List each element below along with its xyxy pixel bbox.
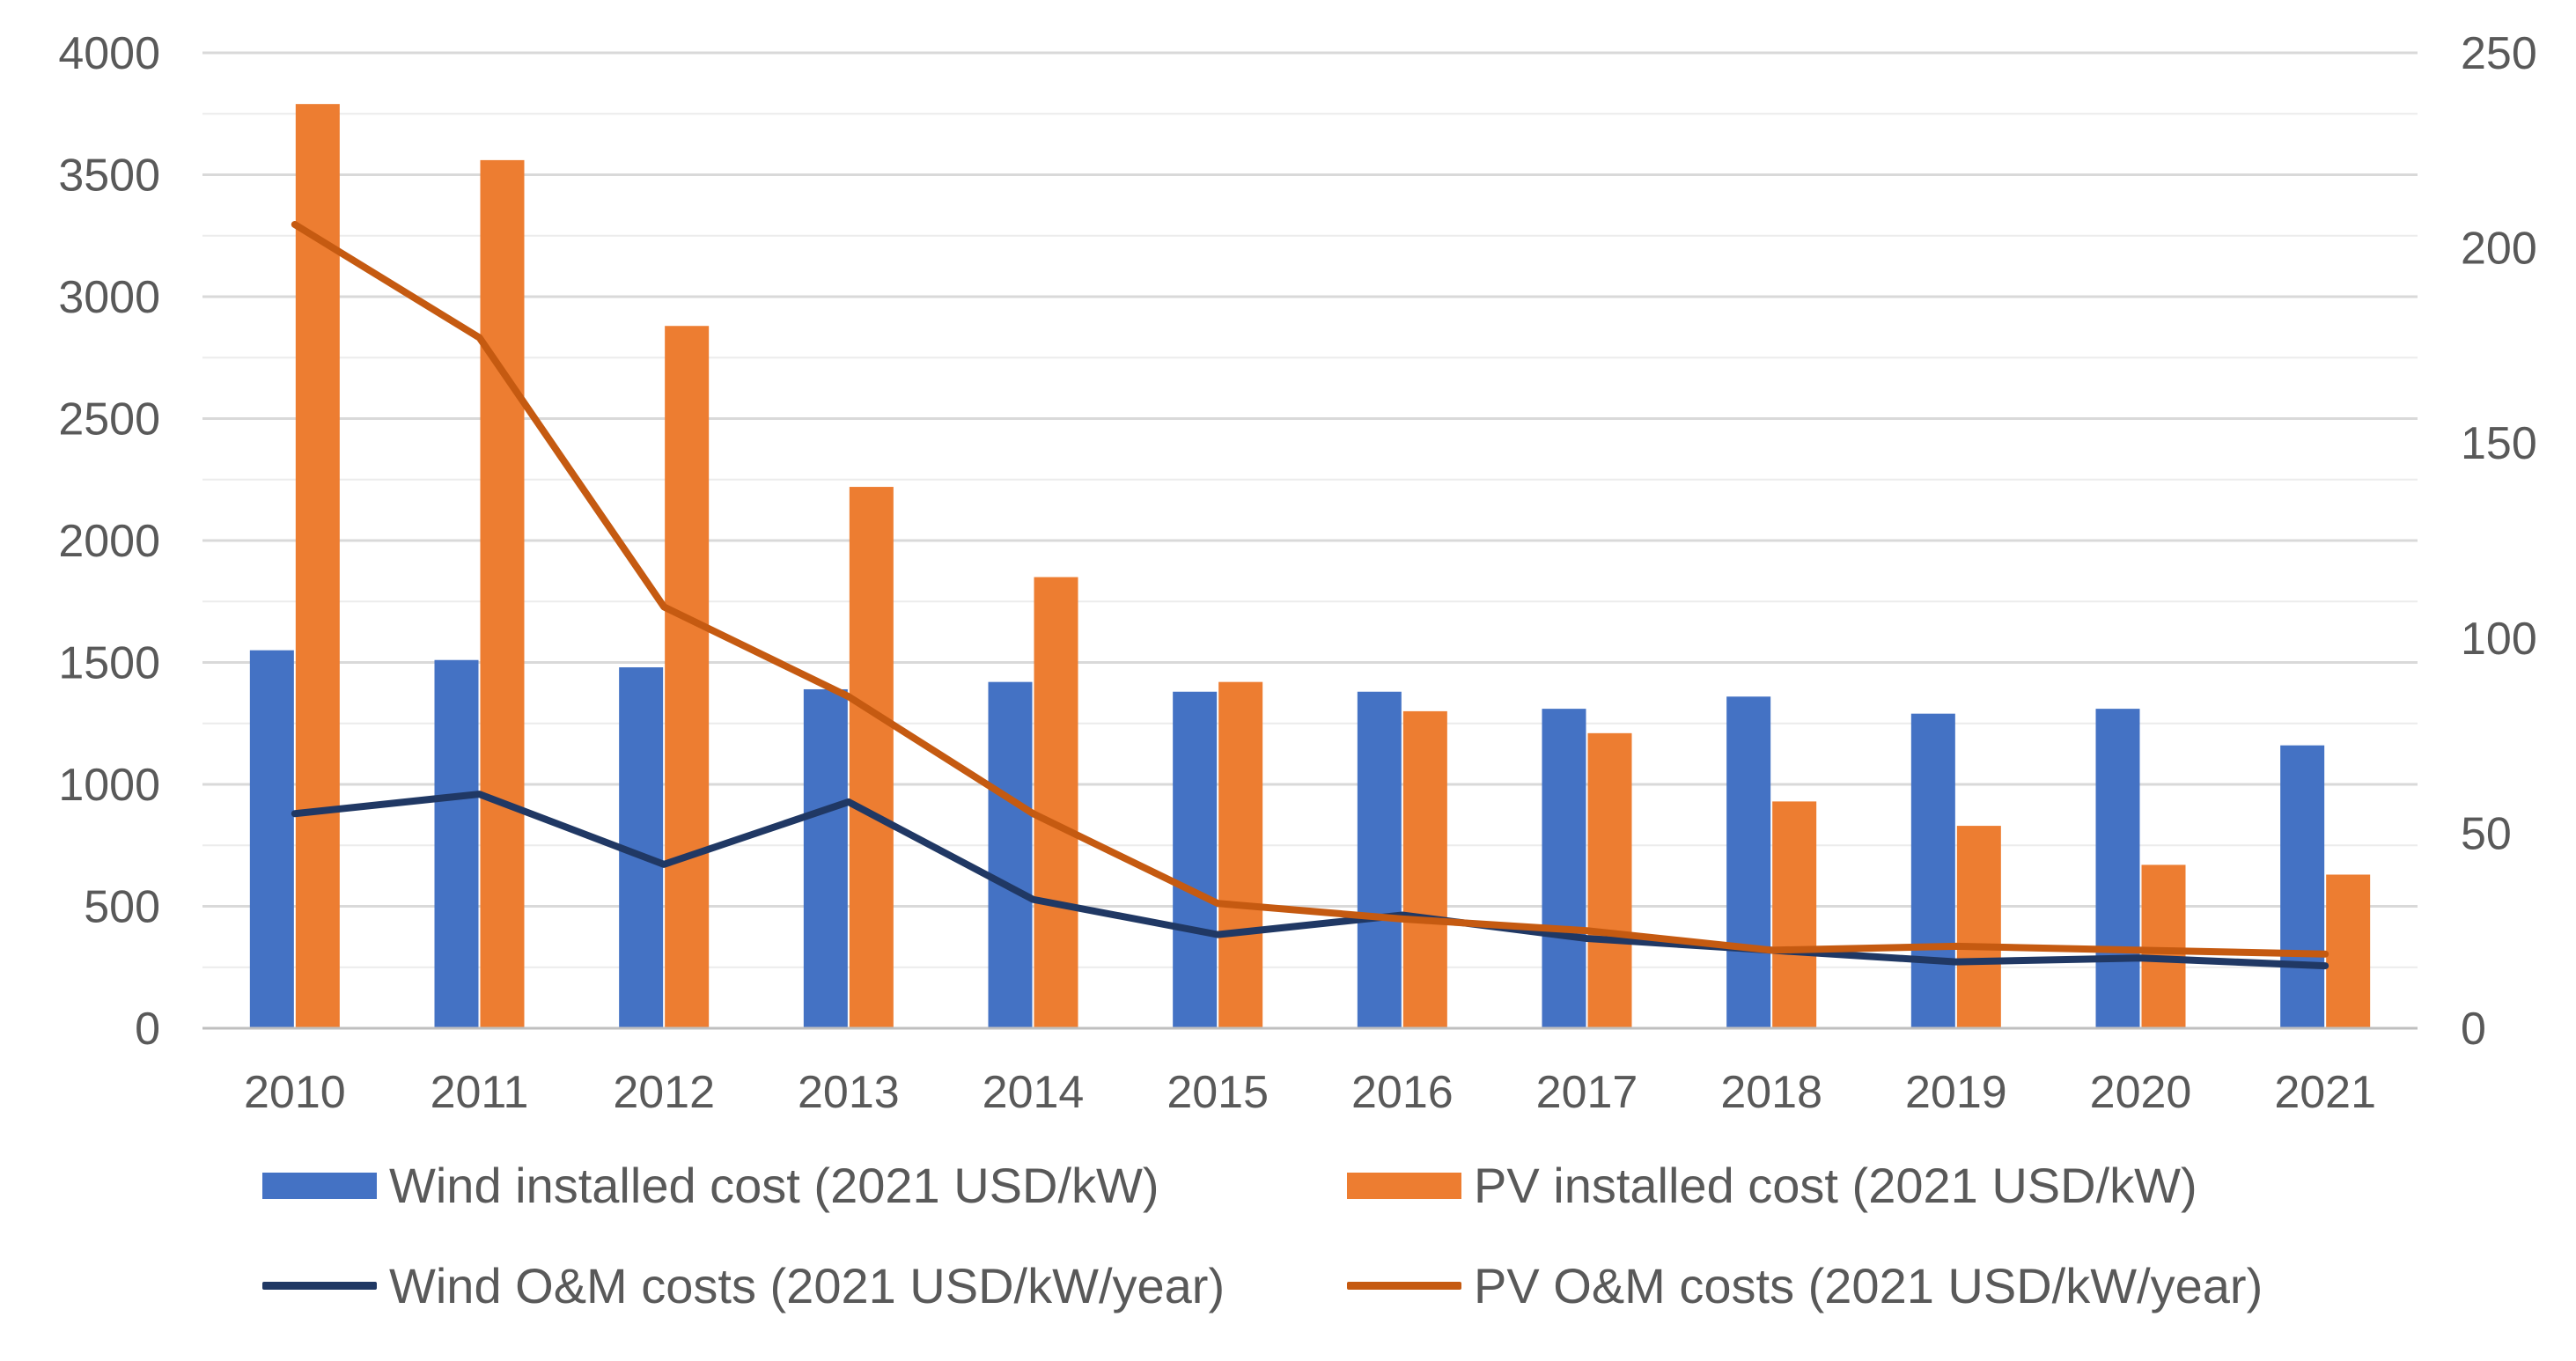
- x-tick-label-2010: 2010: [244, 1067, 346, 1118]
- y-left-tick-label: 3000: [58, 272, 160, 323]
- bar-wind-installed-2016: [1357, 691, 1402, 1028]
- y-left-tick-label: 1500: [58, 638, 160, 689]
- lines: [291, 221, 2329, 970]
- x-tick-label-2013: 2013: [798, 1067, 900, 1118]
- x-tick-label-2021: 2021: [2274, 1067, 2376, 1118]
- bar-pv-installed-2011: [480, 159, 525, 1028]
- x-tick-label-2016: 2016: [1351, 1067, 1454, 1118]
- bar-pv-installed-2016: [1402, 710, 1447, 1028]
- legend-item-pv-om: PV O&M costs (2021 USD/kW/year): [1347, 1257, 2263, 1314]
- y-right-tick-label: 250: [2461, 28, 2537, 79]
- legend-swatch-pv-om: [1347, 1282, 1461, 1290]
- gridlines: [202, 51, 2418, 968]
- bar-wind-installed-2017: [1542, 709, 1586, 1028]
- legend-swatch-pv-installed: [1347, 1172, 1461, 1199]
- y-right-tick-label: 0: [2461, 1004, 2486, 1055]
- bar-pv-installed-2020: [2141, 864, 2186, 1028]
- y-left-tick-label: 1000: [58, 760, 160, 811]
- bar-wind-installed-2019: [1910, 713, 1955, 1028]
- bar-pv-installed-2021: [2326, 874, 2371, 1028]
- chart: 0 500 1000 1500 2000 2500 3000 3500 4000 0 50 100 15…: [58, 28, 2536, 1118]
- bar-pv-installed-2013: [849, 487, 894, 1028]
- y-left-tick-label: 2500: [58, 394, 160, 445]
- x-tick-label-2019: 2019: [1905, 1067, 2007, 1118]
- axes: 0 500 1000 1500 2000 2500 3000 3500 4000 0 50 100 15…: [58, 28, 2536, 1118]
- legend-swatch-wind-installed: [262, 1172, 377, 1199]
- bar-pv-installed-2017: [1587, 732, 1632, 1028]
- y-right-tick-label: 150: [2461, 418, 2537, 469]
- bar-wind-installed-2020: [2095, 709, 2140, 1028]
- line-pv-om: [291, 221, 2329, 958]
- bars: [249, 104, 2371, 1028]
- bar-wind-installed-2010: [249, 650, 294, 1028]
- line-wind-om: [291, 791, 2329, 970]
- bar-pv-installed-2010: [295, 104, 340, 1028]
- x-tick-label-2011: 2011: [431, 1067, 529, 1118]
- y-left-tick-label: 3500: [58, 151, 160, 202]
- y-left-tick-label: 4000: [58, 28, 160, 79]
- legend-item-wind-installed: Wind installed cost (2021 USD/kW): [262, 1157, 1159, 1214]
- legend-label-wind-installed: Wind installed cost (2021 USD/kW): [389, 1158, 1159, 1213]
- legend-item-pv-installed: PV installed cost (2021 USD/kW): [1347, 1157, 2197, 1214]
- x-tick-label-2015: 2015: [1167, 1067, 1269, 1118]
- y-left-tick-label: 0: [135, 1004, 160, 1055]
- x-tick-label-2018: 2018: [1720, 1067, 1822, 1118]
- legend: Wind installed cost (2021 USD/kW) PV ins…: [0, 1136, 2576, 1361]
- legend-label-pv-om: PV O&M costs (2021 USD/kW/year): [1474, 1258, 2263, 1313]
- y-left-tick-label: 500: [84, 882, 160, 933]
- y-left-tick-label: 2000: [58, 516, 160, 567]
- bar-wind-installed-2013: [803, 688, 848, 1028]
- bar-pv-installed-2012: [665, 326, 710, 1028]
- x-tick-label-2012: 2012: [613, 1067, 715, 1118]
- y-right-tick-label: 50: [2461, 808, 2512, 859]
- x-tick-label-2014: 2014: [983, 1067, 1085, 1118]
- bar-pv-installed-2018: [1772, 801, 1817, 1028]
- x-tick-label-2017: 2017: [1536, 1067, 1638, 1118]
- bar-wind-installed-2018: [1726, 696, 1771, 1028]
- legend-item-wind-om: Wind O&M costs (2021 USD/kW/year): [262, 1257, 1225, 1314]
- bar-wind-installed-2014: [988, 681, 1033, 1028]
- bar-wind-installed-2021: [2280, 745, 2325, 1028]
- legend-label-wind-om: Wind O&M costs (2021 USD/kW/year): [389, 1258, 1225, 1313]
- y-right-tick-label: 100: [2461, 614, 2537, 665]
- bar-wind-installed-2011: [434, 659, 479, 1028]
- bar-wind-installed-2015: [1173, 691, 1218, 1028]
- bar-pv-installed-2015: [1218, 681, 1263, 1028]
- bar-pv-installed-2014: [1034, 577, 1078, 1028]
- x-tick-label-2020: 2020: [2090, 1067, 2192, 1118]
- legend-label-pv-installed: PV installed cost (2021 USD/kW): [1474, 1158, 2197, 1213]
- bar-pv-installed-2019: [1956, 826, 2001, 1028]
- y-right-tick-label: 200: [2461, 224, 2537, 275]
- legend-swatch-wind-om: [262, 1282, 377, 1290]
